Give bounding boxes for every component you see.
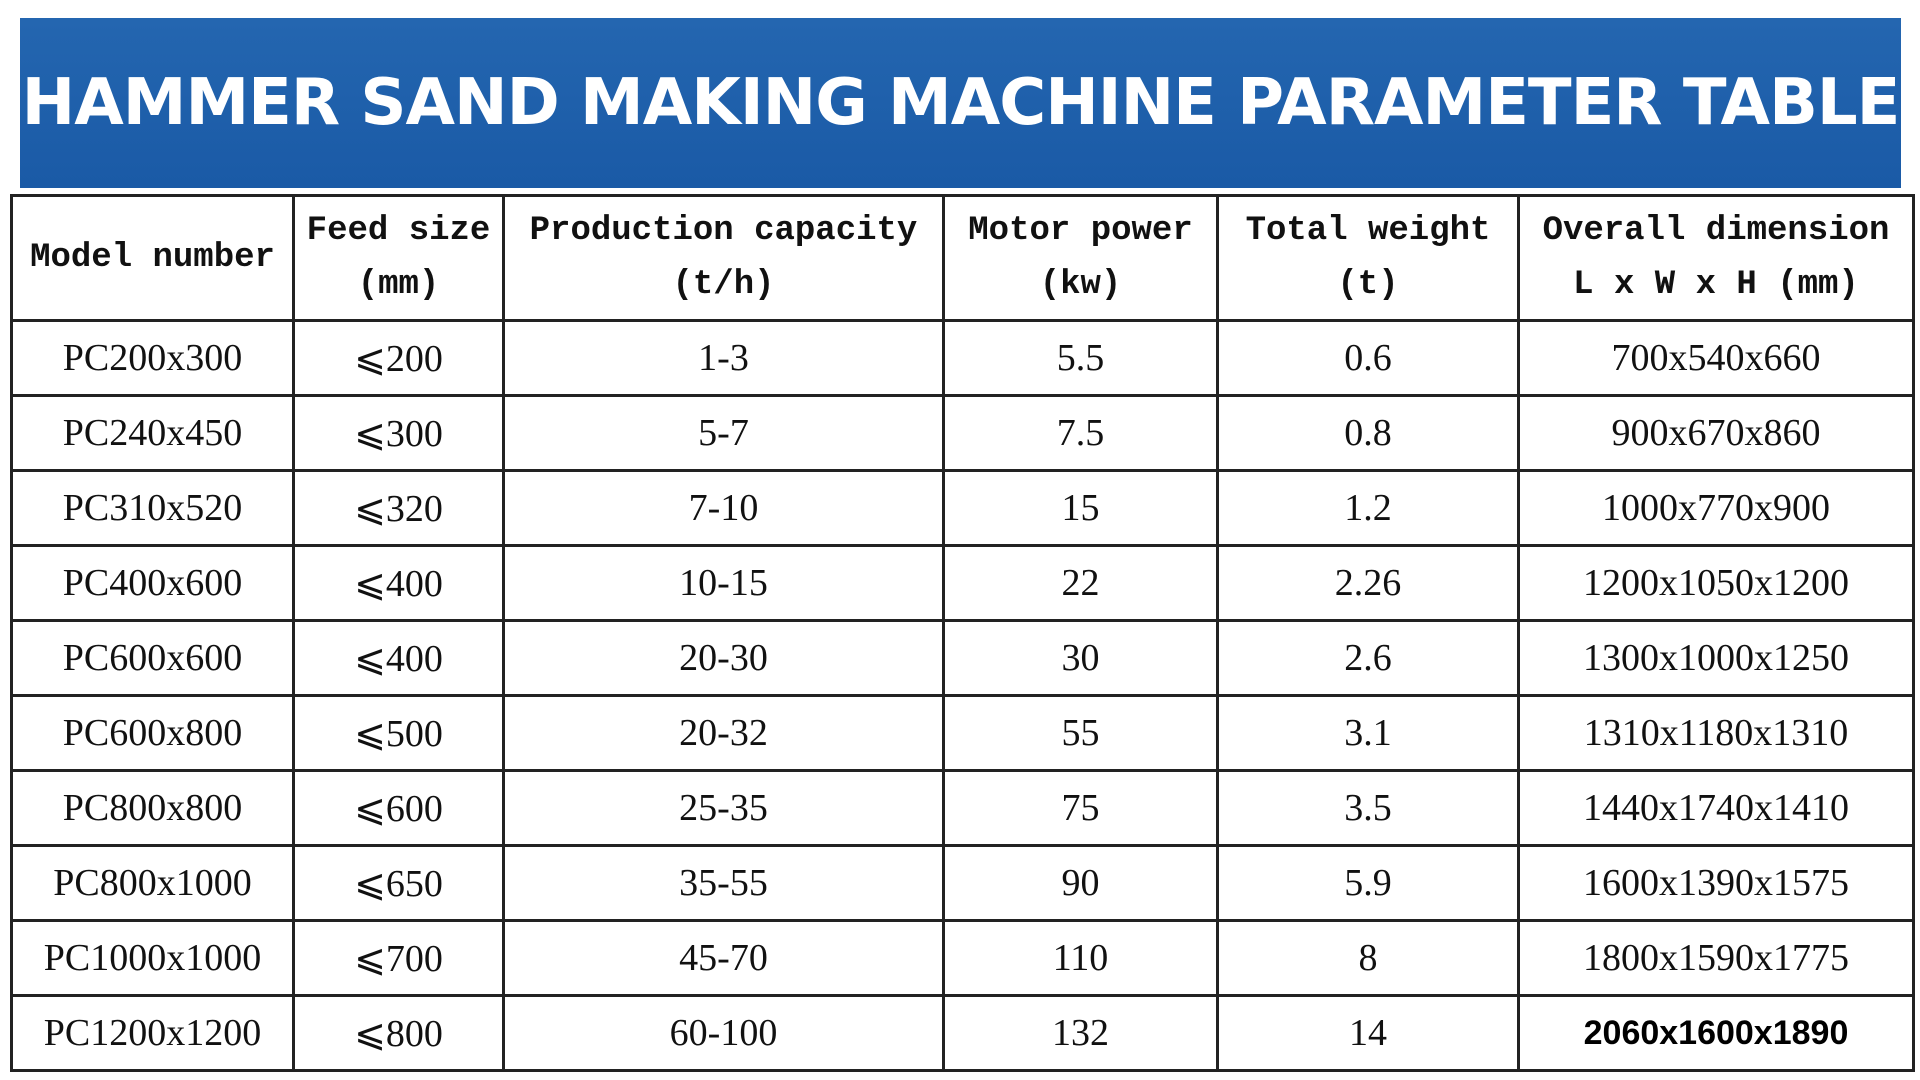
table-cell: PC800x1000 — [10, 844, 295, 922]
table-cell: 132 — [942, 994, 1219, 1072]
table-cell: PC600x600 — [10, 619, 295, 697]
column-header: Motor power (kw) — [942, 194, 1219, 322]
table-cell: PC800x800 — [10, 769, 295, 847]
table-cell: ⩽400 — [292, 544, 505, 622]
table-cell: 1200x1050x1200 — [1517, 544, 1915, 622]
table-cell: 60-100 — [502, 994, 945, 1072]
table-cell: 1300x1000x1250 — [1517, 619, 1915, 697]
table-cell: ⩽320 — [292, 469, 505, 547]
table-cell: 1.2 — [1216, 469, 1520, 547]
parameter-table: Model number Feed size (mm) Production capa… — [10, 194, 1915, 1072]
table-cell: 30 — [942, 619, 1219, 697]
table-cell: 22 — [942, 544, 1219, 622]
table-cell: ⩽500 — [292, 694, 505, 772]
table-row: PC600x800 ⩽500 20-32 55 3.1 1310x1180x1310 — [10, 694, 1915, 772]
header-line: Overall dimension — [1542, 212, 1890, 250]
table-cell: 75 — [942, 769, 1219, 847]
table-cell: PC600x800 — [10, 694, 295, 772]
table-cell: PC1000x1000 — [10, 919, 295, 997]
table-cell: 90 — [942, 844, 1219, 922]
table-row: PC800x800 ⩽600 25-35 75 3.5 1440x1740x1410 — [10, 769, 1915, 847]
table-cell: 5-7 — [502, 394, 945, 472]
table-cell: ⩽400 — [292, 619, 505, 697]
header-line: Production capacity — [529, 212, 918, 250]
table-cell: PC1200x1200 — [10, 994, 295, 1072]
column-header: Feed size (mm) — [292, 194, 505, 322]
header-line: L x W x H (mm) — [1573, 266, 1859, 304]
title-banner: HAMMER SAND MAKING MACHINE PARAMETER TAB… — [20, 18, 1901, 188]
column-header: Model number — [10, 194, 295, 322]
column-header: Total weight (t) — [1216, 194, 1520, 322]
table-cell: ⩽300 — [292, 394, 505, 472]
table-cell: 900x670x860 — [1517, 394, 1915, 472]
table-cell: 10-15 — [502, 544, 945, 622]
table-row: PC240x450 ⩽300 5-7 7.5 0.8 900x670x860 — [10, 394, 1915, 472]
column-header: Overall dimension L x W x H (mm) — [1517, 194, 1915, 322]
header-line: (kw) — [1039, 266, 1122, 304]
table-cell: 20-32 — [502, 694, 945, 772]
table-cell: 7-10 — [502, 469, 945, 547]
table-cell: 45-70 — [502, 919, 945, 997]
table-row: PC310x520 ⩽320 7-10 15 1.2 1000x770x900 — [10, 469, 1915, 547]
table-cell: 1310x1180x1310 — [1517, 694, 1915, 772]
table-cell: 3.5 — [1216, 769, 1520, 847]
table-cell: 5.9 — [1216, 844, 1520, 922]
title: HAMMER SAND MAKING MACHINE PARAMETER TAB… — [21, 66, 1901, 140]
table-cell: 7.5 — [942, 394, 1219, 472]
table-cell: 110 — [942, 919, 1219, 997]
header-line: Feed size — [306, 212, 491, 250]
table-cell: ⩽600 — [292, 769, 505, 847]
table-row: PC400x600 ⩽400 10-15 22 2.26 1200x1050x1200 — [10, 544, 1915, 622]
table-cell: 5.5 — [942, 319, 1219, 397]
header-line: (t/h) — [672, 266, 775, 304]
header-line: Motor power — [968, 212, 1193, 250]
table-cell: ⩽800 — [292, 994, 505, 1072]
table-cell: 0.8 — [1216, 394, 1520, 472]
table-cell: ⩽650 — [292, 844, 505, 922]
table-cell: 1-3 — [502, 319, 945, 397]
table-cell: PC200x300 — [10, 319, 295, 397]
table-cell: PC240x450 — [10, 394, 295, 472]
table-cell: 35-55 — [502, 844, 945, 922]
table-cell: ⩽200 — [292, 319, 505, 397]
table-cell: 8 — [1216, 919, 1520, 997]
table-cell: 1440x1740x1410 — [1517, 769, 1915, 847]
table-cell: 2060x1600x1890 — [1517, 994, 1915, 1072]
table-cell: 1800x1590x1775 — [1517, 919, 1915, 997]
table-cell: 20-30 — [502, 619, 945, 697]
table-cell: 2.6 — [1216, 619, 1520, 697]
table-body: PC200x300 ⩽200 1-3 5.5 0.6 700x540x660 PC240x4… — [10, 319, 1915, 1072]
table-cell: 55 — [942, 694, 1219, 772]
table-cell: 1600x1390x1575 — [1517, 844, 1915, 922]
table-cell: 25-35 — [502, 769, 945, 847]
table-row: PC1000x1000 ⩽700 45-70 110 8 1800x1590x1775 — [10, 919, 1915, 997]
header-row: Model number Feed size (mm) Production capa… — [10, 194, 1915, 322]
header-line: (mm) — [357, 266, 440, 304]
table-cell: 2.26 — [1216, 544, 1520, 622]
table-row: PC800x1000 ⩽650 35-55 90 5.9 1600x1390x1575 — [10, 844, 1915, 922]
header-line: Total weight — [1245, 212, 1491, 250]
table-cell: 700x540x660 — [1517, 319, 1915, 397]
table-cell: 14 — [1216, 994, 1520, 1072]
table-cell: 15 — [942, 469, 1219, 547]
table-row: PC200x300 ⩽200 1-3 5.5 0.6 700x540x660 — [10, 319, 1915, 397]
table-cell: 0.6 — [1216, 319, 1520, 397]
table-cell: 3.1 — [1216, 694, 1520, 772]
table-cell: 1000x770x900 — [1517, 469, 1915, 547]
header-line: Model number — [30, 239, 275, 277]
table-cell: PC400x600 — [10, 544, 295, 622]
table-row: PC1200x1200 ⩽800 60-100 132 14 2060x1600x1890 — [10, 994, 1915, 1072]
table-row: PC600x600 ⩽400 20-30 30 2.6 1300x1000x1250 — [10, 619, 1915, 697]
header-line: (t) — [1337, 266, 1399, 304]
table-cell: PC310x520 — [10, 469, 295, 547]
table-cell: ⩽700 — [292, 919, 505, 997]
column-header: Production capacity (t/h) — [502, 194, 945, 322]
